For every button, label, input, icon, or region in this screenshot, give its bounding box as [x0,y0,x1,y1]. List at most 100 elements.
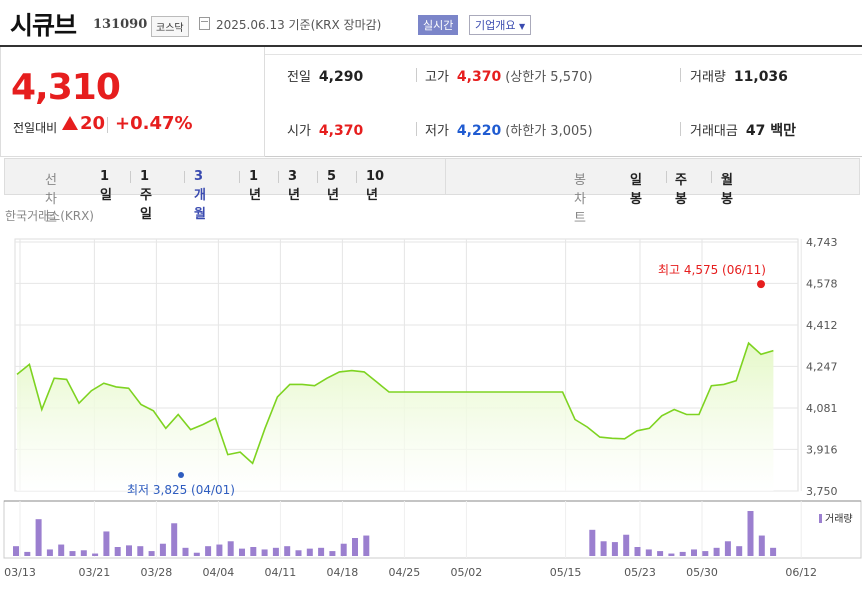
volume-frame [3,500,862,559]
volume-bar [600,541,607,556]
tab-separator [278,171,279,183]
volume-bar [182,547,189,556]
stat-value: 4,290 [318,69,364,85]
stats-row-divider [265,54,862,55]
x-tick-label: 04/25 [389,566,421,579]
volume-bar [227,541,234,556]
current-price-panel: 4,310 전일대비 20 +0.47% [0,47,265,157]
x-tick-label: 04/11 [265,566,297,579]
tab-monthly[interactable]: 월봉 [721,173,733,207]
volume-bar [668,553,675,556]
change-separator [107,117,108,133]
price-line [16,341,774,465]
x-tick-label: 03/13 [4,566,36,579]
stock-code: 131090 [93,17,148,32]
volume-bar [623,534,630,556]
calendar-icon [199,17,210,30]
stat-high: 고가 4,370 (상한가 5,570) [425,66,593,85]
volume-bar [634,547,641,556]
y-tick-label: 3,750 [806,485,838,498]
stat-label: 저가 [425,124,449,139]
volume-bar [80,550,87,556]
y-tick-label: 4,412 [806,319,838,332]
volume-bar [92,553,99,556]
tab-weekly[interactable]: 주봉 [675,173,687,207]
volume-bar [329,551,336,556]
stat-separator [680,122,681,136]
volume-bar [295,550,302,556]
change-label: 전일대비 [13,121,58,135]
tab-separator [711,171,712,183]
tab-separator [666,171,667,183]
volume-bar [13,546,19,556]
volume-bar [272,547,279,556]
stat-value: 11,036 [733,69,788,85]
stat-label: 거래대금 [690,124,738,139]
low-marker [178,472,184,478]
volume-bar [747,511,754,556]
stock-header: 시큐브 131090 코스닥 2025.06.13 기준(KRX 장마감) 실시… [0,0,862,46]
stat-label: 고가 [425,70,449,85]
volume-bar [58,544,65,556]
stock-name: 시큐브 [10,11,77,40]
volume-bar [216,544,223,556]
volume-bar [318,547,325,556]
x-tick-label: 05/30 [686,566,718,579]
x-tick-label: 03/28 [141,566,173,579]
high-marker [757,280,765,289]
tab-separator [130,171,131,183]
stat-separator [416,68,417,82]
volume-bar [171,523,178,556]
x-tick-label: 04/18 [327,566,359,579]
tab-1year[interactable]: 1년 [249,169,261,203]
x-tick-label: 06/12 [785,566,817,579]
volume-bar [679,551,686,556]
volume-bar [250,547,257,556]
stat-amount: 거래대금 47 백만 [690,120,796,140]
candle-chart-label: 봉차트 [574,173,586,226]
tab-separator [184,171,185,183]
stat-label: 시가 [287,124,311,139]
tab-5year[interactable]: 5년 [327,169,339,203]
volume-bar [758,535,765,556]
stat-separator [416,122,417,136]
stat-label: 거래량 [690,70,726,85]
y-tick-label: 4,743 [806,236,838,249]
volume-bar [284,546,291,556]
tab-separator [239,171,240,183]
volume-bar [261,549,268,556]
lower-limit: (하한가 3,005) [505,124,593,139]
tab-1week[interactable]: 1주일 [140,169,152,222]
high-annotation: 최고 4,575 (06/11) [658,263,766,277]
up-arrow-icon [62,116,78,130]
volume-bar [736,546,743,556]
volume-bar [148,551,155,556]
volume-bar [645,549,652,556]
change-percent: +0.47% [115,113,193,134]
upper-limit: (상한가 5,570) [505,70,593,85]
x-tick-label: 04/04 [203,566,235,579]
stat-prev-close: 전일 4,290 [287,66,363,85]
low-annotation: 최저 3,825 (04/01) [127,483,235,497]
volume-bar [159,543,166,556]
realtime-button[interactable]: 실시간 [418,15,459,35]
line-chart-label: 선차트 [45,173,57,226]
tab-daily[interactable]: 일봉 [630,173,642,207]
volume-bar [352,538,358,556]
stat-label: 전일 [287,70,311,85]
stat-value: 47 백만 [745,123,796,139]
volume-bar [69,551,76,556]
volume-legend-label: 거래량 [825,513,853,525]
tab-10year[interactable]: 10년 [366,169,385,203]
volume-bar [657,551,664,556]
price-summary: 4,310 전일대비 20 +0.47% [0,47,862,157]
tab-3year[interactable]: 3년 [288,169,300,203]
stat-value: 4,220 [456,123,502,139]
company-overview-dropdown[interactable]: 기업개요 ▼ [469,15,532,35]
volume-bar [126,545,132,556]
tab-1day[interactable]: 1일 [100,169,112,203]
tab-3month[interactable]: 3개월 [194,169,206,222]
volume-bar [589,529,596,556]
volume-bar [724,541,731,556]
